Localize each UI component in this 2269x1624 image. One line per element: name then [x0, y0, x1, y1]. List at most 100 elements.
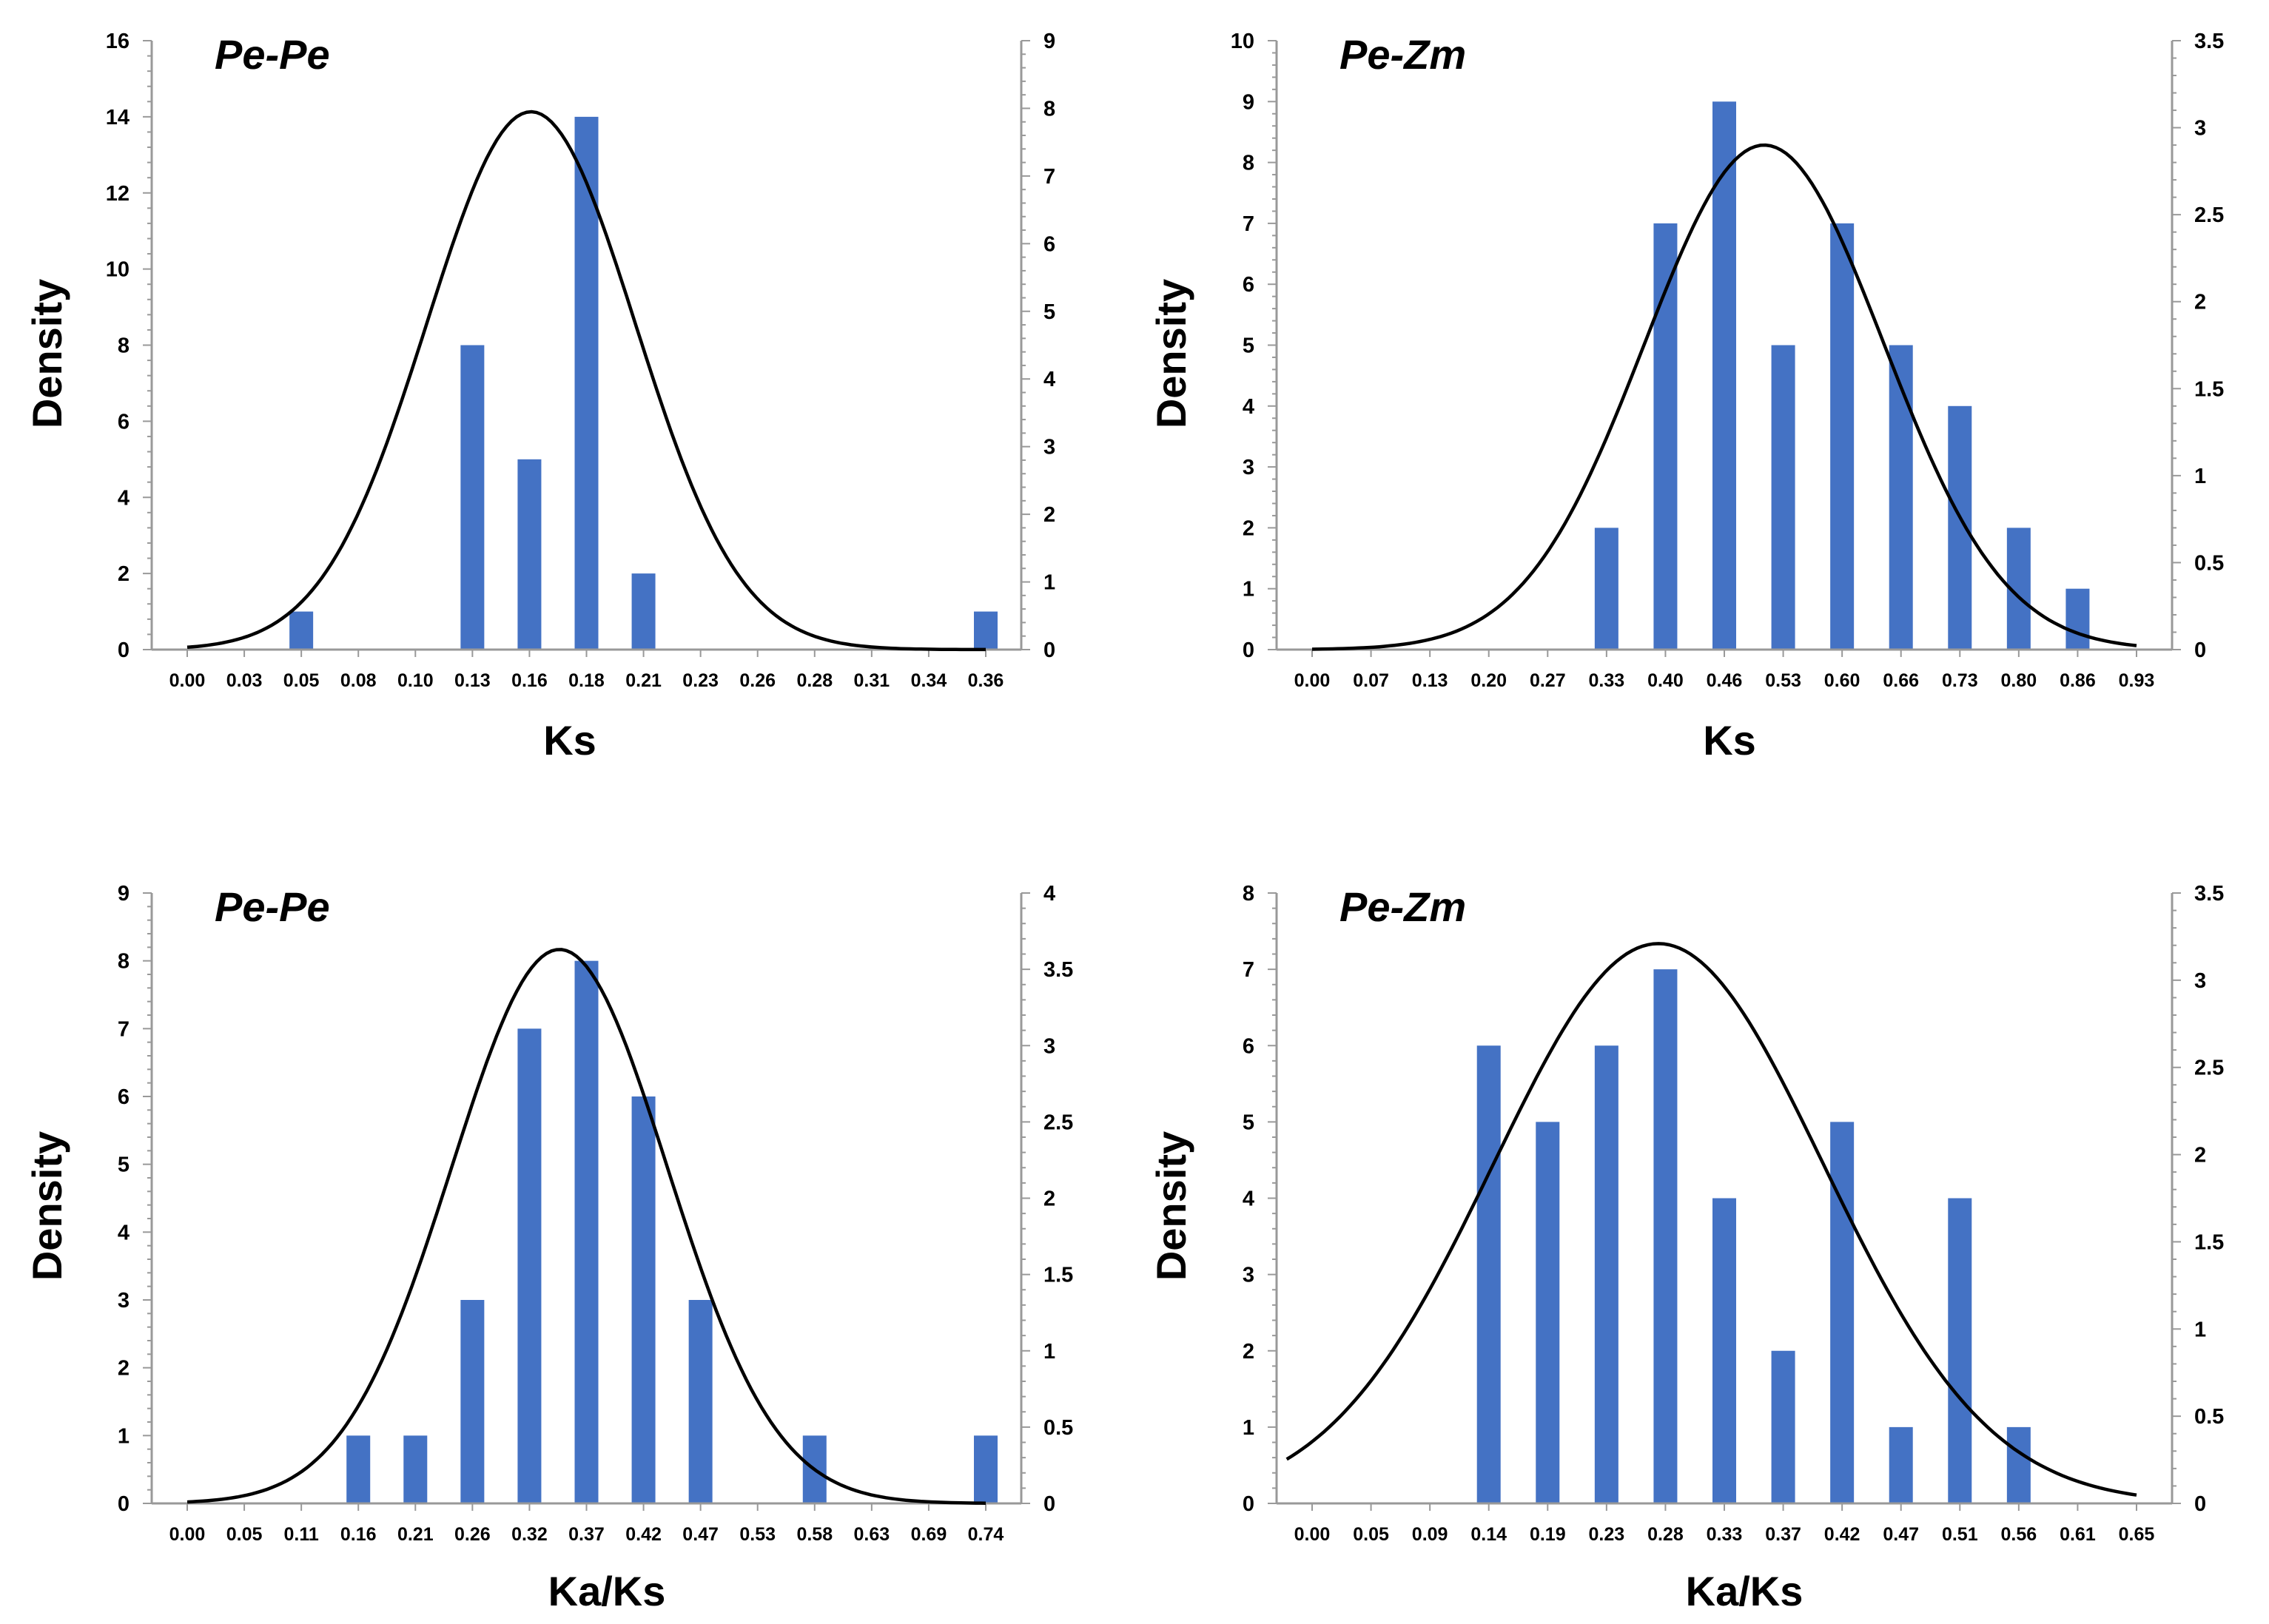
x-tick-label: 0.26 — [739, 670, 776, 691]
x-tick-label: 0.37 — [1765, 1524, 1801, 1545]
y-tick-label: 3 — [1243, 456, 1254, 479]
x-tick-label: 0.00 — [169, 670, 206, 691]
x-tick-label: 0.33 — [1707, 1524, 1743, 1545]
x-tick-label: 0.05 — [226, 1524, 263, 1545]
x-tick-label: 0.28 — [1647, 1524, 1684, 1545]
x-tick-label: 0.21 — [397, 1524, 434, 1545]
bar — [1712, 101, 1736, 650]
y2-tick-label: 3 — [2194, 969, 2206, 993]
x-tick-label: 0.16 — [511, 670, 548, 691]
y-tick-label: 5 — [1243, 334, 1254, 358]
density-curve — [1311, 143, 2137, 651]
y-tick-label: 8 — [118, 950, 130, 974]
y2-tick-label: 0 — [1043, 639, 1055, 662]
bar — [346, 1435, 371, 1503]
bar — [1712, 1198, 1736, 1503]
y2-tick-label: 3 — [2194, 117, 2206, 141]
x-tick-label: 0.66 — [1883, 670, 1919, 691]
y-tick-label: 12 — [106, 182, 130, 206]
y-tick-label: 10 — [106, 258, 130, 282]
y-tick-label: 4 — [1243, 1187, 1254, 1211]
bar — [1771, 345, 1795, 650]
x-axis-title: Ka/Ks — [1686, 1568, 1804, 1614]
x-tick-label: 0.08 — [340, 670, 377, 691]
x-axis-title: Ks — [543, 717, 596, 764]
x-tick-label: 0.61 — [2060, 1524, 2096, 1545]
y2-tick-label: 4 — [1043, 882, 1055, 906]
y2-tick-label: 0.5 — [2194, 551, 2224, 575]
bar — [574, 116, 599, 650]
x-tick-label: 0.47 — [1883, 1524, 1919, 1545]
y2-tick-label: 1.5 — [2194, 377, 2224, 401]
y-tick-label: 2 — [118, 562, 130, 586]
bar — [1830, 1122, 1855, 1503]
x-tick-label: 0.03 — [226, 670, 263, 691]
y-tick-label: 2 — [118, 1357, 130, 1381]
panel-title: Pe-Pe — [215, 883, 330, 930]
y-tick-label: 7 — [1243, 212, 1254, 236]
x-tick-label: 0.05 — [283, 670, 320, 691]
panel-title: Pe-Zm — [1339, 883, 1466, 930]
y2-tick-label: 2.5 — [2194, 1057, 2224, 1080]
bar — [1476, 1045, 1501, 1503]
y-tick-label: 16 — [106, 30, 130, 53]
y2-tick-label: 1 — [1043, 571, 1055, 595]
bar — [1830, 223, 1855, 650]
y2-tick-label: 0 — [2194, 639, 2206, 662]
x-tick-label: 0.80 — [2001, 670, 2037, 691]
x-tick-label: 0.11 — [284, 1524, 319, 1545]
density-curve — [186, 109, 986, 652]
y2-tick-label: 3.5 — [1043, 958, 1073, 982]
x-tick-label: 0.05 — [1353, 1524, 1389, 1545]
x-tick-label: 0.42 — [1824, 1524, 1860, 1545]
y2-tick-label: 2 — [1043, 1187, 1055, 1211]
y2-tick-label: 1 — [1043, 1340, 1055, 1364]
x-tick-label: 0.18 — [568, 670, 605, 691]
y-tick-label: 9 — [1243, 90, 1254, 114]
x-tick-label: 0.86 — [2060, 670, 2096, 691]
bar — [517, 1028, 542, 1503]
density-curve — [186, 948, 986, 1505]
x-tick-label: 0.65 — [2119, 1524, 2155, 1545]
y2-tick-label: 2.5 — [2194, 203, 2224, 227]
y-tick-label: 3 — [118, 1289, 130, 1313]
bar — [1889, 1426, 1913, 1503]
y-tick-label: 1 — [1243, 1416, 1254, 1440]
bar — [460, 1300, 485, 1503]
x-tick-label: 0.00 — [169, 1524, 206, 1545]
y2-tick-label: 3 — [1043, 1034, 1055, 1058]
y-tick-label: 0 — [1243, 639, 1254, 662]
bar — [1594, 528, 1618, 650]
y-tick-label: 4 — [118, 1221, 130, 1244]
y-tick-label: 6 — [1243, 273, 1254, 297]
y-tick-label: 5 — [1243, 1111, 1254, 1134]
x-tick-label: 0.73 — [1942, 670, 1978, 691]
chart-panel-2: 0 1 2 3 4 5 6 7 8 9 10 0 0.5 1 1.5 2 2.5 3 3.5 0.00 0.07 0.13… — [1148, 30, 2225, 764]
y-tick-label: 0 — [118, 1492, 130, 1516]
bar — [460, 345, 485, 650]
y2-tick-label: 2 — [2194, 291, 2206, 314]
x-tick-label: 0.00 — [1294, 670, 1331, 691]
bar — [2065, 588, 2090, 650]
x-tick-label: 0.21 — [625, 670, 662, 691]
x-tick-label: 0.23 — [682, 670, 719, 691]
y-tick-label: 4 — [1243, 395, 1254, 419]
x-tick-label: 0.07 — [1353, 670, 1389, 691]
y-tick-label: 0 — [118, 639, 130, 662]
x-tick-label: 0.36 — [968, 670, 1004, 691]
y2-tick-label: 0 — [1043, 1492, 1055, 1516]
x-tick-label: 0.93 — [2119, 670, 2155, 691]
y-tick-label: 6 — [118, 1085, 130, 1109]
panel-title: Pe-Pe — [215, 31, 330, 78]
bar — [403, 1435, 428, 1503]
x-tick-label: 0.10 — [397, 670, 434, 691]
x-tick-label: 0.13 — [454, 670, 491, 691]
y2-tick-label: 5 — [1043, 300, 1055, 324]
x-tick-label: 0.53 — [739, 1524, 776, 1545]
x-tick-label: 0.34 — [911, 670, 947, 691]
y2-tick-label: 1 — [2194, 1318, 2206, 1341]
panel-title: Pe-Zm — [1339, 31, 1466, 78]
y-tick-label: 8 — [1243, 882, 1254, 906]
bar — [1653, 969, 1678, 1503]
